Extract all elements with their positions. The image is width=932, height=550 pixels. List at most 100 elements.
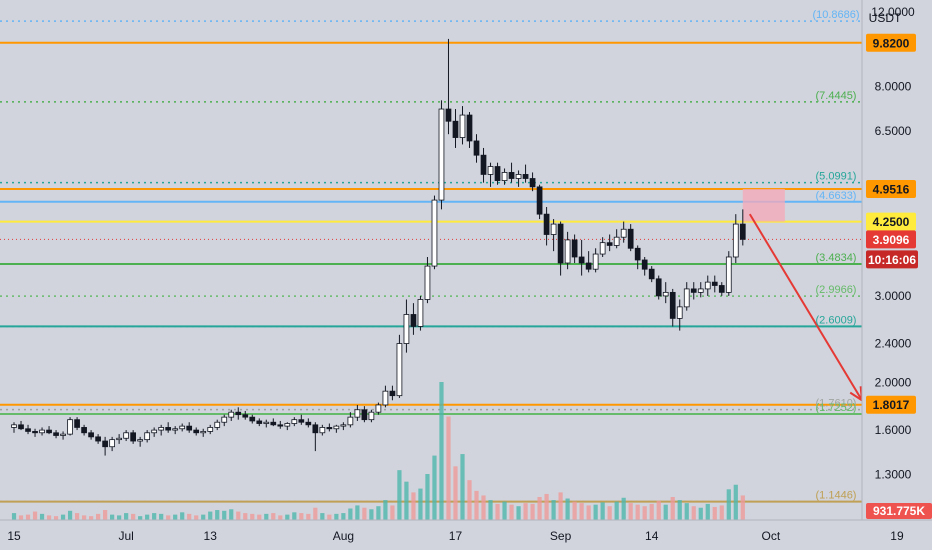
candle-body (445, 108, 452, 122)
candle-body (683, 288, 690, 308)
volume-bar (18, 515, 24, 520)
candle-body (536, 186, 543, 215)
candlesticks (11, 38, 746, 456)
candle-body (340, 424, 347, 427)
volume-bar (243, 513, 248, 520)
candle-body (494, 166, 501, 181)
volume-bar (523, 503, 528, 520)
volume-bar (586, 505, 591, 520)
candle-body (102, 440, 108, 448)
candle-body (564, 239, 571, 264)
volume-bar (530, 503, 535, 520)
candle-body (88, 432, 94, 438)
level-badge-bg (866, 179, 916, 198)
volume-bar (236, 511, 241, 520)
price-tick-label: 2.4000 (875, 337, 912, 351)
volume-badge-bg (866, 503, 932, 519)
volume-bar (600, 502, 605, 520)
candle-body (298, 419, 305, 423)
candle-body (242, 414, 249, 418)
volume-bar (299, 513, 304, 520)
volume-bar (691, 506, 696, 520)
candle-body (641, 259, 648, 270)
current-price-badge: 3.9096 (873, 233, 910, 247)
fib-level-label: (2.9966) (816, 284, 857, 296)
volume-bar (285, 514, 290, 520)
candle-body (263, 421, 270, 424)
volume-bar (201, 514, 206, 520)
candle-body (347, 416, 354, 426)
volume-bar (607, 506, 612, 520)
volume-bar (180, 512, 185, 520)
volume-bar (663, 504, 668, 520)
candle-body (53, 432, 59, 436)
price-tick-label: 12.0000 (871, 5, 915, 19)
candle-body (557, 223, 564, 264)
volume-bar (25, 514, 31, 520)
candle-body (508, 172, 515, 179)
volume-bar (152, 513, 157, 520)
volume-bar (446, 416, 451, 520)
candle-body (123, 432, 129, 439)
candle-body (249, 416, 256, 422)
volume-bar (551, 500, 556, 520)
candle-body (235, 411, 242, 416)
candle-body (529, 178, 536, 188)
candle-body (711, 281, 718, 286)
volume-badge: 931.775K (873, 504, 925, 518)
candle-body (326, 427, 333, 430)
volume-bar (306, 513, 311, 520)
candle-body (291, 419, 298, 424)
candle-body (67, 419, 73, 435)
countdown-badge: 10:16:06 (868, 253, 916, 267)
candle-body (466, 114, 473, 142)
volume-bar (117, 515, 122, 520)
candle-body (214, 421, 221, 428)
candle-body (501, 172, 508, 181)
candle-body (319, 427, 326, 434)
time-axis[interactable]: 15 Jul 13 Aug 17 Sep 14 Oct 19 (0, 519, 932, 543)
volume-bar (124, 513, 129, 520)
candle-body (704, 281, 711, 290)
volume-bar (187, 513, 192, 520)
candle-body (25, 428, 31, 432)
volume-bar (88, 516, 94, 520)
candle-body (158, 427, 165, 431)
level-badge-bg (866, 395, 916, 414)
volume-bar (404, 481, 409, 520)
candle-body (550, 223, 557, 235)
volume-bar (32, 511, 38, 520)
level-badge: 4.2500 (873, 215, 910, 229)
volume-bar (369, 509, 374, 520)
candle-body (60, 433, 66, 436)
candle-body (634, 247, 641, 261)
candle-body (424, 265, 431, 300)
fib-level-label: (1.7610) (816, 398, 857, 410)
price-axis[interactable]: 8.0000 6.5000 3.0000 2.4000 2.0000 1.6000 1.30… (861, 0, 932, 520)
candle-body (431, 199, 438, 267)
volume-bar (411, 492, 416, 520)
candle-body (144, 432, 151, 441)
level-badge: 9.8200 (873, 36, 910, 50)
volume-bar (453, 466, 458, 520)
volume-bar (383, 500, 388, 520)
candle-body (256, 420, 263, 424)
fib-level-labels: (10.8686) (7.4445) (5.0991) (4.6633) (3.4834… (812, 9, 859, 501)
volume-bar (46, 515, 52, 520)
volume-bar (145, 514, 150, 520)
volume-bar (712, 506, 717, 520)
volume-bar (376, 506, 381, 520)
candle-body (676, 306, 683, 319)
volume-bar (313, 507, 318, 520)
volume-bar (264, 513, 269, 520)
volume-bar (698, 507, 703, 520)
volume-bar (278, 515, 283, 520)
candle-body (368, 411, 375, 421)
candle-body (669, 291, 676, 319)
candle-body (403, 314, 410, 344)
candle-body (32, 431, 38, 434)
volume-bar (439, 382, 444, 520)
candle-body (361, 409, 368, 421)
volume-bar (537, 497, 542, 520)
